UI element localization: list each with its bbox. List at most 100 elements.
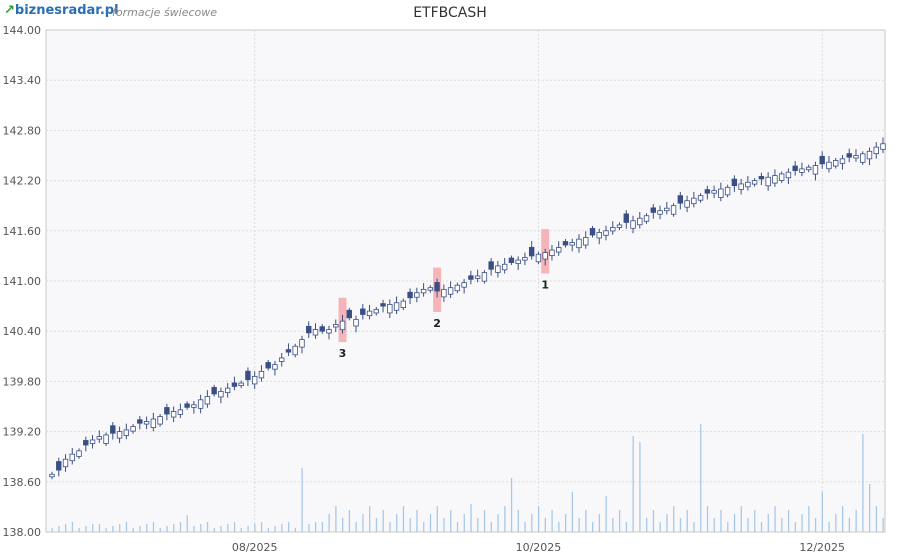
volume-bar xyxy=(598,514,601,532)
candle-body xyxy=(211,387,217,395)
candle-body xyxy=(812,165,819,175)
volume-bar xyxy=(591,522,594,532)
candle-body xyxy=(319,326,325,332)
candle-body xyxy=(724,186,731,196)
volume-bar xyxy=(632,436,634,532)
volume-bar xyxy=(321,522,324,532)
candle-body xyxy=(427,287,434,291)
candle-body xyxy=(731,178,738,187)
candle-body xyxy=(218,391,224,398)
candle-body xyxy=(880,143,886,150)
candle-body xyxy=(245,370,251,381)
candle-body xyxy=(765,176,771,187)
volume-bar xyxy=(835,514,837,532)
candle-body xyxy=(407,291,413,299)
volume-bar xyxy=(585,510,587,532)
volume-bar xyxy=(105,528,107,532)
biznesradar-logo[interactable]: ↗biznesradar.pl xyxy=(4,3,119,21)
chart-title: ETFBCASH xyxy=(413,5,487,21)
volume-bar xyxy=(348,510,351,532)
logo-text: biznesradar.pl xyxy=(14,3,119,18)
candle-body xyxy=(56,461,62,471)
candle-body xyxy=(441,288,447,298)
volume-bar xyxy=(814,518,817,532)
candle-body xyxy=(339,320,346,331)
candle-body xyxy=(393,302,400,311)
candle-body xyxy=(738,183,744,190)
volume-bar xyxy=(58,526,60,532)
candle-body xyxy=(177,409,184,415)
volume-bar xyxy=(51,528,53,532)
volume-bar xyxy=(619,510,621,532)
candle-body xyxy=(778,173,785,181)
volume-bar xyxy=(152,522,155,532)
candle-body xyxy=(197,399,204,409)
candle-body xyxy=(461,282,467,288)
volume-bar xyxy=(260,522,263,532)
candle-body xyxy=(623,213,629,223)
candle-body xyxy=(528,246,535,257)
volume-bar xyxy=(132,528,134,532)
candle-body xyxy=(522,257,528,261)
volume-bar xyxy=(517,510,519,532)
y-tick-label: 142.20 xyxy=(3,175,42,188)
volume-bar xyxy=(801,514,803,532)
volume-bar xyxy=(544,518,546,532)
candle-body xyxy=(238,382,244,386)
volume-bar xyxy=(186,515,188,532)
candle-body xyxy=(589,228,596,236)
candle-body xyxy=(258,370,265,379)
volume-bar xyxy=(362,514,364,532)
y-tick-label: 141.60 xyxy=(3,225,42,238)
candle-body xyxy=(670,205,677,215)
candle-body xyxy=(231,382,238,387)
candle-body xyxy=(380,303,386,307)
volume-bar xyxy=(294,528,297,532)
volume-bar xyxy=(862,434,864,532)
volume-bar xyxy=(146,524,148,532)
volume-bar xyxy=(828,522,830,532)
candle-body xyxy=(751,180,758,185)
volume-bar xyxy=(281,524,283,532)
candle-body xyxy=(49,473,55,478)
candle-body xyxy=(191,404,197,408)
candle-body xyxy=(562,241,569,246)
volume-bar xyxy=(646,518,648,532)
volume-bar xyxy=(179,522,182,532)
volume-bar xyxy=(848,518,851,532)
volume-bar xyxy=(233,522,236,532)
candle-body xyxy=(69,453,75,462)
candle-body xyxy=(83,440,89,446)
candle-body xyxy=(110,425,116,434)
volume-bar xyxy=(659,522,661,532)
volume-bar xyxy=(720,510,722,532)
volume-bar xyxy=(713,518,715,532)
y-tick-label: 139.20 xyxy=(3,426,42,439)
candle-body xyxy=(224,387,231,394)
candle-body xyxy=(576,238,582,249)
volume-bar xyxy=(139,526,141,532)
volume-bar xyxy=(166,526,168,532)
x-tick-label: 08/2025 xyxy=(232,541,278,554)
candle-body xyxy=(488,261,494,270)
candle-body xyxy=(96,436,102,440)
candle-body xyxy=(292,345,298,356)
candle-body xyxy=(637,217,643,226)
volume-bar xyxy=(65,524,67,532)
volume-bar xyxy=(504,506,506,532)
x-axis: 08/2025 10/2025 12/2025 xyxy=(232,541,845,554)
volume-bar xyxy=(227,524,229,532)
volume-bar xyxy=(369,506,371,532)
candle-body xyxy=(643,215,650,222)
candle-body xyxy=(272,364,278,370)
volume-bar xyxy=(693,522,695,532)
volume-bar xyxy=(220,526,222,532)
volume-bar xyxy=(686,510,688,532)
volume-bar xyxy=(308,524,310,532)
candle-body xyxy=(495,265,501,273)
candle-body xyxy=(414,292,420,298)
volume-bar xyxy=(808,506,810,532)
candle-body xyxy=(718,188,724,198)
volume-bar xyxy=(456,522,459,532)
candle-body xyxy=(204,396,211,405)
